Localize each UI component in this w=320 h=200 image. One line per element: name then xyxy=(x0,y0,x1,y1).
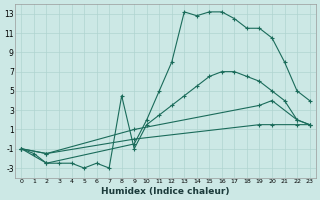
X-axis label: Humidex (Indice chaleur): Humidex (Indice chaleur) xyxy=(101,187,230,196)
